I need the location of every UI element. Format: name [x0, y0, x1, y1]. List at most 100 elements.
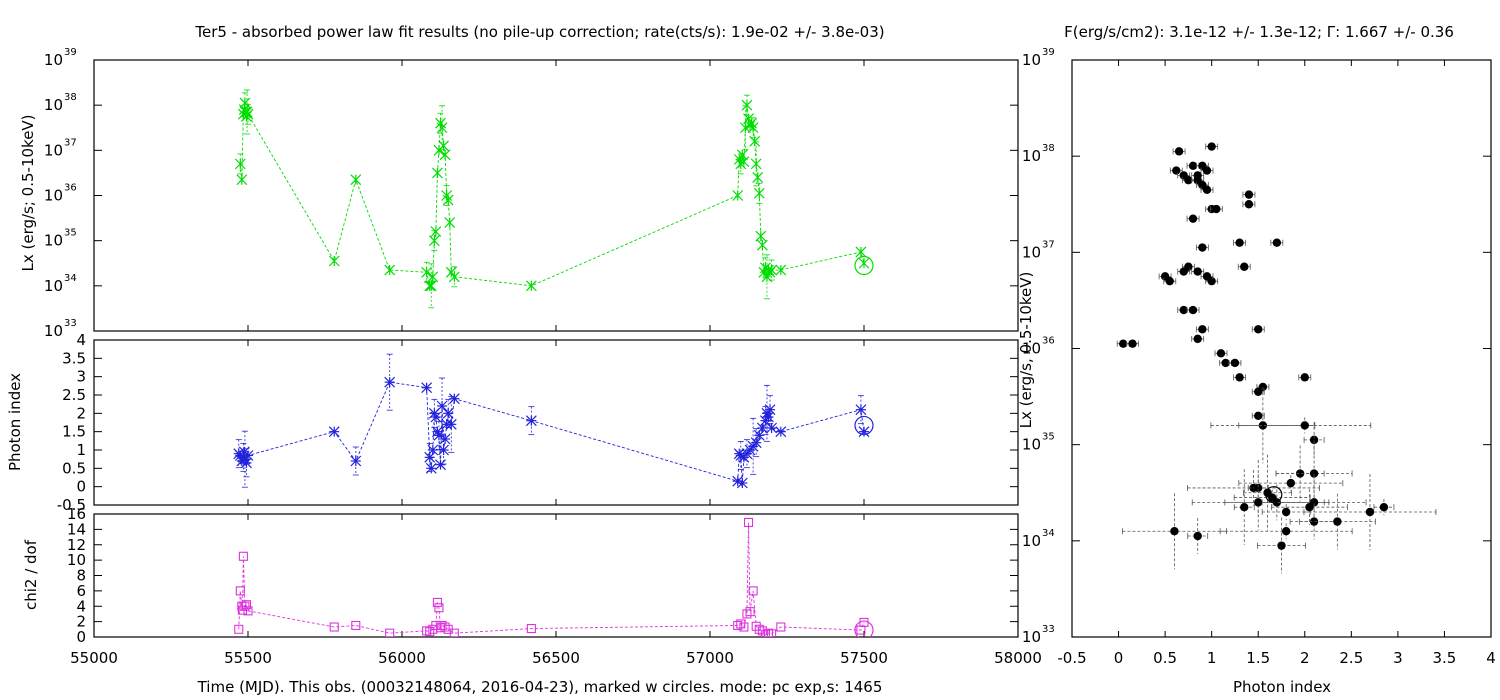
y-tick-label: 2: [76, 613, 86, 631]
data-point: [1212, 204, 1221, 214]
photon-index-ylabel: Photon index: [6, 373, 24, 471]
y-tick-exp: 36: [1042, 336, 1055, 347]
data-point: [736, 619, 746, 629]
data-point: [1272, 238, 1282, 247]
data-point: [241, 457, 252, 469]
y-tick-label: 10: [1022, 436, 1041, 454]
data-point: [753, 187, 765, 199]
x-tick-label: 1: [1207, 649, 1217, 667]
data-point: [328, 426, 340, 438]
data-point: [1300, 421, 1309, 430]
y-tick-label: 1: [76, 441, 86, 459]
data-point: [439, 433, 451, 445]
data-point: [440, 622, 450, 632]
y-tick-label: 10: [1022, 147, 1041, 165]
data-point: [428, 235, 440, 247]
x-tick-label: 3: [1393, 649, 1403, 667]
data-point: [1235, 238, 1244, 247]
series: [233, 353, 874, 489]
y-tick-exp: 35: [64, 228, 77, 239]
x-tick-label: 56500: [532, 649, 580, 667]
x-tick-label: 55500: [224, 649, 272, 667]
data-point: [1179, 267, 1188, 276]
data-point: [858, 426, 870, 438]
x-tick-label: 57000: [686, 649, 734, 667]
data-point: [427, 271, 439, 283]
data-point: [1281, 527, 1291, 536]
data-point: [1258, 421, 1268, 430]
y-tick-label: 10: [44, 51, 63, 69]
data-point: [1254, 325, 1263, 334]
data-point: [741, 99, 753, 111]
plot-frame: [93, 59, 1019, 332]
current-observation-circle: [854, 415, 874, 436]
x-tick-label: 0.5: [1153, 649, 1177, 667]
data-point: [1170, 527, 1179, 536]
data-point: [750, 158, 762, 170]
scatter-series: [1116, 142, 1437, 574]
y-tick-exp: 34: [64, 273, 77, 284]
data-point: [1309, 498, 1319, 507]
data-point: [350, 455, 362, 467]
data-point: [438, 444, 450, 456]
y-tick-exp: 39: [1042, 47, 1055, 58]
y-tick-label: 10: [67, 551, 86, 569]
data-point: [427, 444, 439, 456]
lx-ylabel: Lx (erg/s; 0.5-10keV): [19, 114, 37, 271]
data-point: [421, 266, 433, 278]
data-point: [1230, 358, 1240, 368]
data-point: [351, 620, 361, 631]
data-point: [1333, 517, 1342, 526]
data-point: [1202, 166, 1212, 175]
data-point: [424, 451, 436, 463]
chi2-ylabel: chi2 / dof: [22, 539, 40, 610]
photon-index-panel: 43.532.521.510.50-0.5: [57, 331, 1019, 514]
data-point: [767, 629, 777, 637]
data-point: [238, 551, 248, 561]
data-point: [431, 620, 441, 631]
data-point: [234, 624, 244, 634]
data-point: [1119, 339, 1128, 348]
x-tick-label: 1.5: [1246, 649, 1270, 667]
data-point: [242, 450, 254, 461]
data-point: [1174, 147, 1184, 156]
x-tick-label: 57500: [840, 649, 888, 667]
data-point: [742, 609, 752, 619]
data-point: [525, 415, 537, 427]
data-point: [328, 255, 340, 267]
data-point: [739, 622, 749, 632]
y-tick-label: 10: [44, 141, 63, 159]
data-point: [1184, 176, 1193, 185]
data-point: [421, 382, 433, 394]
x-tick-label: 55000: [70, 649, 118, 667]
y-tick-label: 0: [76, 478, 86, 496]
y-tick-label: 8: [76, 567, 86, 585]
data-point: [1309, 469, 1319, 478]
data-point: [445, 418, 457, 430]
data-point: [1216, 349, 1226, 358]
data-point: [239, 97, 251, 109]
data-point: [752, 172, 764, 183]
data-point: [236, 174, 248, 186]
y-tick-label: 10: [44, 96, 63, 114]
data-point: [1165, 276, 1174, 286]
data-point: [235, 586, 245, 596]
data-point: [1193, 267, 1202, 276]
data-point: [764, 404, 776, 416]
data-point: [1254, 411, 1263, 421]
data-point: [1254, 387, 1263, 396]
data-point: [242, 108, 254, 120]
data-point: [760, 630, 770, 637]
y-tick-label: 16: [67, 505, 86, 523]
data-point: [243, 606, 253, 616]
data-point: [1172, 166, 1181, 175]
current-observation-circle: [854, 255, 874, 276]
data-point: [1128, 339, 1137, 348]
data-point: [738, 156, 750, 168]
y-tick-label: 10: [1022, 340, 1041, 358]
data-point: [766, 264, 778, 276]
data-point: [1244, 200, 1254, 209]
